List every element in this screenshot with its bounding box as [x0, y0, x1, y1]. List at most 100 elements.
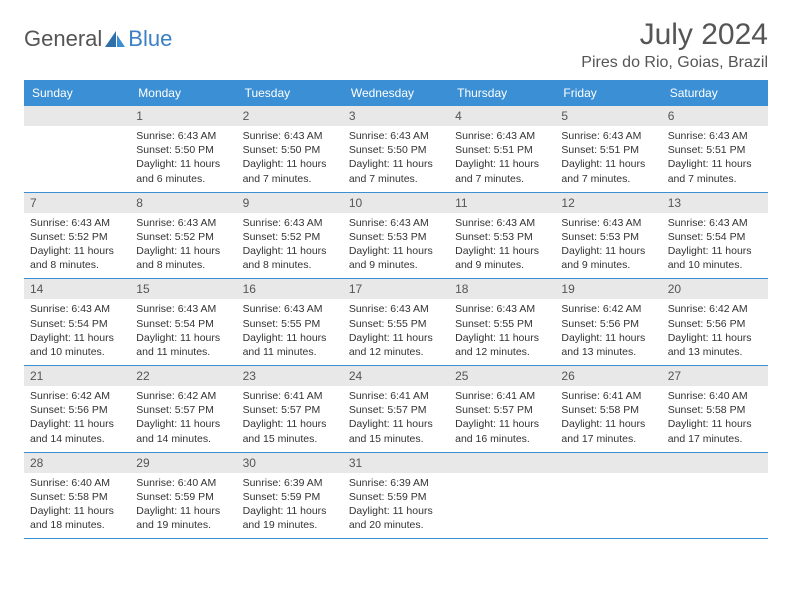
- day-number: 3: [343, 106, 449, 126]
- day-cell: 9Sunrise: 6:43 AMSunset: 5:52 PMDaylight…: [237, 193, 343, 279]
- daylight-line: Daylight: 11 hours and 7 minutes.: [349, 157, 443, 185]
- day-number: [555, 453, 661, 473]
- sunset-line: Sunset: 5:56 PM: [561, 317, 655, 331]
- sunrise-line: Sunrise: 6:43 AM: [136, 302, 230, 316]
- day-info: Sunrise: 6:41 AMSunset: 5:57 PMDaylight:…: [343, 386, 449, 452]
- day-cell: 10Sunrise: 6:43 AMSunset: 5:53 PMDayligh…: [343, 193, 449, 279]
- day-info: Sunrise: 6:43 AMSunset: 5:50 PMDaylight:…: [237, 126, 343, 192]
- sunset-line: Sunset: 5:58 PM: [30, 490, 124, 504]
- sunset-line: Sunset: 5:55 PM: [455, 317, 549, 331]
- sunrise-line: Sunrise: 6:41 AM: [455, 389, 549, 403]
- daylight-line: Daylight: 11 hours and 6 minutes.: [136, 157, 230, 185]
- day-number: 30: [237, 453, 343, 473]
- day-number: 25: [449, 366, 555, 386]
- day-info: Sunrise: 6:43 AMSunset: 5:55 PMDaylight:…: [449, 299, 555, 365]
- daylight-line: Daylight: 11 hours and 12 minutes.: [349, 331, 443, 359]
- day-number: 26: [555, 366, 661, 386]
- sunset-line: Sunset: 5:51 PM: [668, 143, 762, 157]
- day-cell: 28Sunrise: 6:40 AMSunset: 5:58 PMDayligh…: [24, 453, 130, 539]
- brand-logo: General Blue: [24, 18, 172, 52]
- daylight-line: Daylight: 11 hours and 9 minutes.: [561, 244, 655, 272]
- day-info: Sunrise: 6:43 AMSunset: 5:51 PMDaylight:…: [449, 126, 555, 192]
- daylight-line: Daylight: 11 hours and 8 minutes.: [30, 244, 124, 272]
- sunrise-line: Sunrise: 6:40 AM: [668, 389, 762, 403]
- weekday-header: Sunday: [24, 80, 130, 106]
- daylight-line: Daylight: 11 hours and 12 minutes.: [455, 331, 549, 359]
- daylight-line: Daylight: 11 hours and 15 minutes.: [349, 417, 443, 445]
- sunset-line: Sunset: 5:56 PM: [668, 317, 762, 331]
- day-number: 9: [237, 193, 343, 213]
- day-number: 19: [555, 279, 661, 299]
- day-number: 24: [343, 366, 449, 386]
- day-info: Sunrise: 6:43 AMSunset: 5:52 PMDaylight:…: [237, 213, 343, 279]
- day-info: Sunrise: 6:43 AMSunset: 5:53 PMDaylight:…: [343, 213, 449, 279]
- daylight-line: Daylight: 11 hours and 13 minutes.: [668, 331, 762, 359]
- day-number: 17: [343, 279, 449, 299]
- sunset-line: Sunset: 5:54 PM: [30, 317, 124, 331]
- day-cell: 26Sunrise: 6:41 AMSunset: 5:58 PMDayligh…: [555, 366, 661, 452]
- sunset-line: Sunset: 5:53 PM: [561, 230, 655, 244]
- day-number: 1: [130, 106, 236, 126]
- sunrise-line: Sunrise: 6:43 AM: [243, 129, 337, 143]
- daylight-line: Daylight: 11 hours and 8 minutes.: [243, 244, 337, 272]
- daylight-line: Daylight: 11 hours and 17 minutes.: [561, 417, 655, 445]
- sunrise-line: Sunrise: 6:39 AM: [243, 476, 337, 490]
- sunrise-line: Sunrise: 6:41 AM: [243, 389, 337, 403]
- day-number: 6: [662, 106, 768, 126]
- day-number: [662, 453, 768, 473]
- daylight-line: Daylight: 11 hours and 11 minutes.: [243, 331, 337, 359]
- day-number: 18: [449, 279, 555, 299]
- weeks-container: 1Sunrise: 6:43 AMSunset: 5:50 PMDaylight…: [24, 106, 768, 539]
- daylight-line: Daylight: 11 hours and 7 minutes.: [455, 157, 549, 185]
- day-cell: 25Sunrise: 6:41 AMSunset: 5:57 PMDayligh…: [449, 366, 555, 452]
- day-number: 28: [24, 453, 130, 473]
- daylight-line: Daylight: 11 hours and 14 minutes.: [30, 417, 124, 445]
- sunset-line: Sunset: 5:51 PM: [561, 143, 655, 157]
- daylight-line: Daylight: 11 hours and 7 minutes.: [243, 157, 337, 185]
- day-number: 22: [130, 366, 236, 386]
- daylight-line: Daylight: 11 hours and 17 minutes.: [668, 417, 762, 445]
- daylight-line: Daylight: 11 hours and 7 minutes.: [668, 157, 762, 185]
- day-info: Sunrise: 6:42 AMSunset: 5:56 PMDaylight:…: [662, 299, 768, 365]
- daylight-line: Daylight: 11 hours and 19 minutes.: [243, 504, 337, 532]
- day-info: Sunrise: 6:43 AMSunset: 5:51 PMDaylight:…: [555, 126, 661, 192]
- day-cell: 23Sunrise: 6:41 AMSunset: 5:57 PMDayligh…: [237, 366, 343, 452]
- day-cell: 30Sunrise: 6:39 AMSunset: 5:59 PMDayligh…: [237, 453, 343, 539]
- day-info: Sunrise: 6:43 AMSunset: 5:51 PMDaylight:…: [662, 126, 768, 192]
- weekday-header: Saturday: [662, 80, 768, 106]
- weekday-header: Thursday: [449, 80, 555, 106]
- day-info: Sunrise: 6:40 AMSunset: 5:58 PMDaylight:…: [24, 473, 130, 539]
- day-cell: [662, 453, 768, 539]
- day-info: Sunrise: 6:42 AMSunset: 5:56 PMDaylight:…: [555, 299, 661, 365]
- day-cell: 7Sunrise: 6:43 AMSunset: 5:52 PMDaylight…: [24, 193, 130, 279]
- day-cell: 17Sunrise: 6:43 AMSunset: 5:55 PMDayligh…: [343, 279, 449, 365]
- calendar: SundayMondayTuesdayWednesdayThursdayFrid…: [24, 80, 768, 539]
- sunrise-line: Sunrise: 6:43 AM: [668, 129, 762, 143]
- daylight-line: Daylight: 11 hours and 20 minutes.: [349, 504, 443, 532]
- sunset-line: Sunset: 5:56 PM: [30, 403, 124, 417]
- daylight-line: Daylight: 11 hours and 18 minutes.: [30, 504, 124, 532]
- daylight-line: Daylight: 11 hours and 9 minutes.: [455, 244, 549, 272]
- sunset-line: Sunset: 5:50 PM: [349, 143, 443, 157]
- sunset-line: Sunset: 5:55 PM: [243, 317, 337, 331]
- weekday-header: Tuesday: [237, 80, 343, 106]
- week-row: 21Sunrise: 6:42 AMSunset: 5:56 PMDayligh…: [24, 366, 768, 453]
- sunrise-line: Sunrise: 6:43 AM: [243, 216, 337, 230]
- day-cell: 11Sunrise: 6:43 AMSunset: 5:53 PMDayligh…: [449, 193, 555, 279]
- day-info: Sunrise: 6:40 AMSunset: 5:59 PMDaylight:…: [130, 473, 236, 539]
- day-number: 16: [237, 279, 343, 299]
- day-cell: 19Sunrise: 6:42 AMSunset: 5:56 PMDayligh…: [555, 279, 661, 365]
- sunset-line: Sunset: 5:57 PM: [243, 403, 337, 417]
- sunrise-line: Sunrise: 6:43 AM: [136, 216, 230, 230]
- brand-part2: Blue: [128, 26, 172, 52]
- day-info: Sunrise: 6:43 AMSunset: 5:54 PMDaylight:…: [24, 299, 130, 365]
- daylight-line: Daylight: 11 hours and 10 minutes.: [668, 244, 762, 272]
- sunset-line: Sunset: 5:51 PM: [455, 143, 549, 157]
- day-number: [24, 106, 130, 126]
- day-number: 21: [24, 366, 130, 386]
- day-cell: 15Sunrise: 6:43 AMSunset: 5:54 PMDayligh…: [130, 279, 236, 365]
- daylight-line: Daylight: 11 hours and 8 minutes.: [136, 244, 230, 272]
- sunset-line: Sunset: 5:54 PM: [136, 317, 230, 331]
- sunset-line: Sunset: 5:53 PM: [349, 230, 443, 244]
- day-cell: 22Sunrise: 6:42 AMSunset: 5:57 PMDayligh…: [130, 366, 236, 452]
